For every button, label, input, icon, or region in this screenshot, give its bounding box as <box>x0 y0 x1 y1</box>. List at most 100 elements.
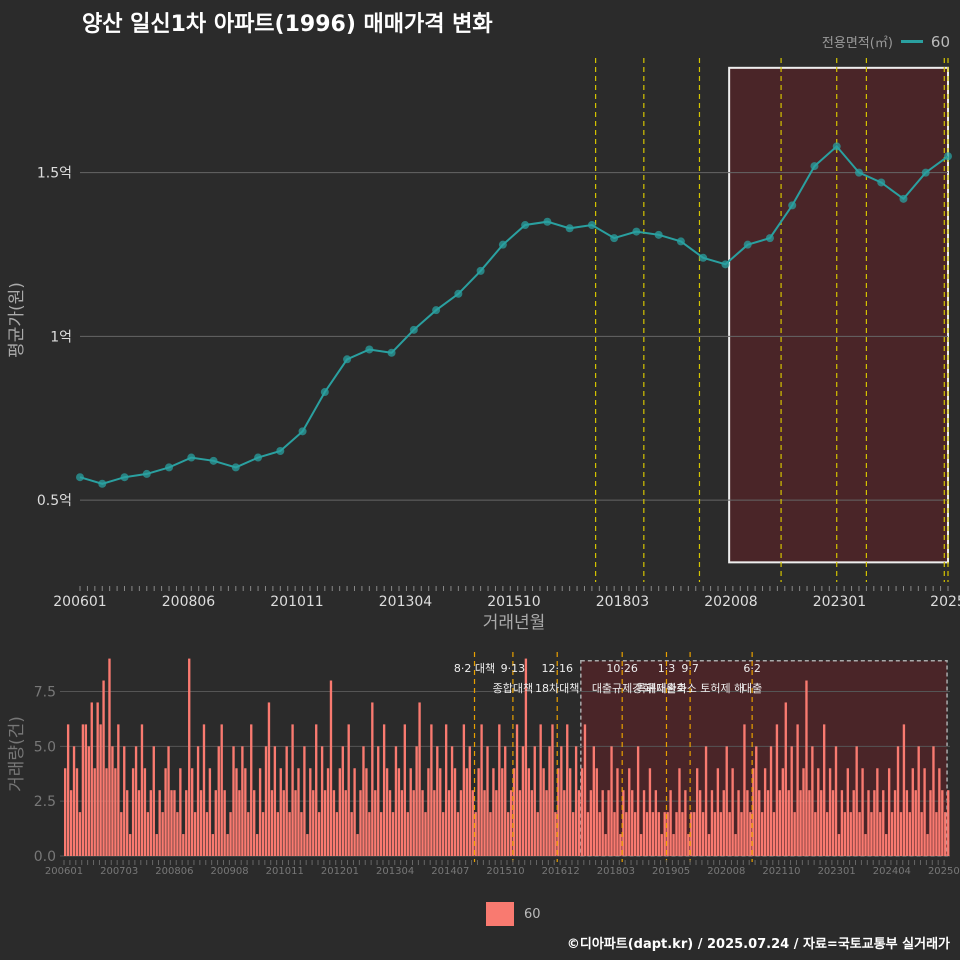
volume-bar <box>291 724 294 856</box>
volume-bar <box>784 702 787 856</box>
volume-bar <box>365 768 368 856</box>
x-tick-label: 200601 <box>53 594 106 610</box>
policy-label-detail: 종합대책 <box>493 682 533 695</box>
bar-y-axis-title: 거래량(건) <box>7 716 27 792</box>
volume-bar <box>433 790 436 856</box>
volume-bar <box>190 768 194 856</box>
volume-bar <box>229 812 232 856</box>
volume-bar <box>208 768 212 856</box>
volume-bar <box>504 746 507 856</box>
volume-bar <box>385 768 389 856</box>
volume-bar <box>642 790 646 856</box>
volume-bar <box>158 790 161 856</box>
price-point <box>765 234 774 243</box>
volume-bar <box>250 724 253 856</box>
volume-bar <box>666 812 669 856</box>
volume-bar <box>409 768 412 856</box>
price-point <box>120 473 129 482</box>
price-point <box>543 217 552 226</box>
volume-bar <box>315 724 318 856</box>
bar-y-tick-label: 0.0 <box>34 849 56 865</box>
volume-bar <box>929 790 932 856</box>
volume-bar <box>442 812 445 856</box>
volume-bar <box>353 768 356 856</box>
bar-y-tick-label: 2.5 <box>34 794 56 810</box>
volume-bar <box>382 724 386 856</box>
volume-bar <box>613 812 616 856</box>
bottom-legend: 60 <box>486 902 541 926</box>
bar-x-tick-label: 200806 <box>155 866 193 877</box>
volume-bar <box>388 790 392 856</box>
volume-bar <box>406 812 409 856</box>
volume-bar <box>521 746 525 856</box>
volume-bar <box>571 812 575 856</box>
volume-bar <box>397 768 401 856</box>
volume-bar <box>300 812 303 856</box>
volume-bar <box>161 812 164 856</box>
volume-bar <box>368 812 371 856</box>
volume-bar <box>182 834 185 856</box>
volume-bar <box>932 746 935 856</box>
volume-bar <box>710 790 714 856</box>
volume-bar <box>890 812 894 856</box>
volume-bar <box>722 790 725 856</box>
volume-bar <box>802 768 805 856</box>
volume-bar <box>439 768 442 856</box>
bar-x-tick-label: 201612 <box>542 866 580 877</box>
volume-bar <box>90 702 93 856</box>
volume-bar <box>592 746 595 856</box>
volume-bar <box>746 790 749 856</box>
volume-bar <box>492 768 495 856</box>
volume-bar <box>580 768 584 856</box>
volume-bar <box>111 746 114 856</box>
volume-bar <box>944 812 947 856</box>
volume-bar <box>713 812 717 856</box>
bar-y-tick-label: 7.5 <box>34 684 56 700</box>
volume-bar <box>557 768 560 856</box>
bar-x-tick-label: 201011 <box>266 866 304 877</box>
volume-bar <box>235 768 238 856</box>
volume-bar <box>323 790 327 856</box>
volume-bar <box>335 812 339 856</box>
volume-bar <box>817 768 820 856</box>
volume-bar <box>566 724 569 856</box>
volume-bar <box>604 834 607 856</box>
volume-bar <box>527 768 531 856</box>
footer-credit: ©디아파트(dapt.kr) / 2025.07.24 / 자료=국토교통부 실… <box>566 937 950 952</box>
bar-x-tick-label: 201304 <box>376 866 414 877</box>
bar-x-tick-label: 201905 <box>652 866 690 877</box>
volume-bar <box>787 790 790 856</box>
volume-bar <box>199 790 203 856</box>
price-point <box>409 325 418 334</box>
volume-bar <box>96 702 99 856</box>
volume-bar <box>394 746 398 856</box>
policy-label: 9·7 <box>681 662 699 675</box>
volume-bar <box>371 702 374 856</box>
volume-bar <box>403 724 406 856</box>
x-tick-label: 201011 <box>270 594 323 610</box>
volume-bar <box>595 768 598 856</box>
volume-bar <box>276 812 279 856</box>
volume-bar <box>418 702 421 856</box>
volume-bar <box>684 790 687 856</box>
volume-bar <box>167 746 170 856</box>
bar-x-tick-label: 201201 <box>321 866 359 877</box>
x-tick-label: 2025 <box>930 594 960 610</box>
volume-bar <box>196 746 200 856</box>
volume-bar <box>294 790 297 856</box>
volume-bar <box>651 812 655 856</box>
volume-bar <box>914 790 917 856</box>
volume-bar <box>569 768 572 856</box>
x-tick-label: 201304 <box>379 594 433 610</box>
volume-bar <box>84 724 88 856</box>
volume-bar <box>93 768 96 856</box>
volume-bar <box>332 790 336 856</box>
volume-bar <box>303 746 306 856</box>
volume-bar <box>134 746 138 856</box>
volume-bar <box>515 724 519 856</box>
price-point <box>788 201 797 210</box>
volume-bar <box>586 812 590 856</box>
price-point <box>877 178 886 187</box>
volume-bar <box>264 746 268 856</box>
